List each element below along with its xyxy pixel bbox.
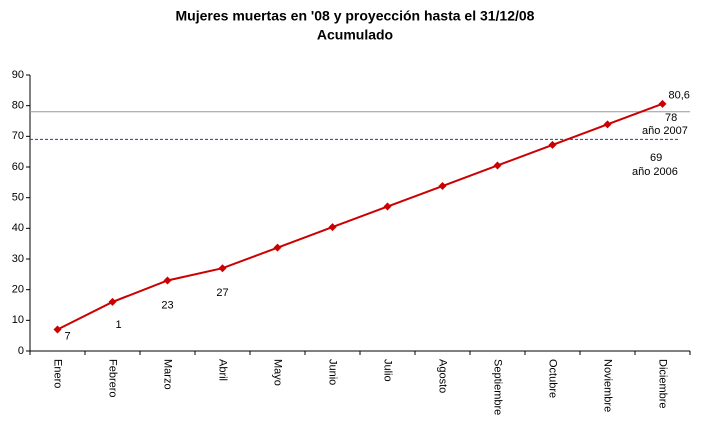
x-tick-label: Junio	[327, 359, 339, 385]
x-tick-label: Diciembre	[657, 359, 669, 409]
data-point	[603, 120, 612, 129]
data-label: 7	[64, 330, 70, 342]
chart-subtitle: Acumulado	[317, 27, 393, 43]
x-tick-label: Julio	[382, 359, 394, 382]
x-tick-label: Marzo	[162, 359, 174, 390]
data-point	[163, 276, 172, 285]
data-point	[658, 99, 667, 108]
x-tick-label: Abril	[217, 359, 229, 381]
data-point	[108, 297, 117, 306]
y-tick-label: 10	[12, 314, 24, 326]
y-tick-label: 20	[12, 284, 24, 296]
reference-label: 69	[650, 152, 662, 164]
data-label: 27	[216, 287, 228, 299]
data-label: 80,6	[669, 90, 690, 102]
x-tick-label: Mayo	[272, 359, 284, 386]
y-tick-label: 80	[12, 100, 24, 112]
y-tick-label: 90	[12, 69, 24, 81]
reference-sublabel: año 2006	[632, 166, 678, 178]
data-point	[273, 243, 282, 252]
data-label: 23	[161, 299, 173, 311]
annotation: 1	[115, 319, 121, 331]
x-tick-label: Enero	[52, 359, 64, 388]
reference-sublabel: año 2007	[642, 125, 688, 137]
y-tick-label: 70	[12, 130, 24, 142]
data-point	[383, 202, 392, 211]
data-point	[53, 325, 62, 334]
y-tick-label: 50	[12, 192, 24, 204]
data-point	[548, 140, 557, 149]
x-tick-label: Noviembre	[602, 359, 614, 412]
chart-title: Mujeres muertas en '08 y proyección hast…	[176, 8, 535, 24]
data-point	[438, 182, 447, 191]
data-point	[493, 161, 502, 170]
data-point	[218, 264, 227, 273]
x-tick-label: Septiembre	[492, 359, 504, 415]
x-tick-label: Agosto	[437, 359, 449, 393]
y-tick-label: 60	[12, 161, 24, 173]
series-line	[57, 102, 663, 331]
y-tick-label: 30	[12, 253, 24, 265]
reference-label: 78	[665, 112, 677, 124]
y-tick-label: 40	[12, 222, 24, 234]
y-tick-label: 0	[18, 345, 24, 357]
x-tick-label: Octubre	[547, 359, 559, 398]
data-point	[328, 223, 337, 232]
x-tick-label: Febrero	[107, 359, 119, 398]
